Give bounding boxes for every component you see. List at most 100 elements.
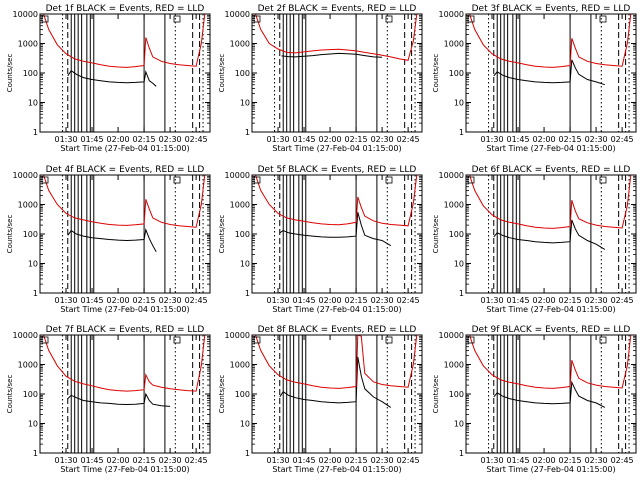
y-axis-label: Counts/sec	[432, 375, 440, 414]
plot-frame	[39, 174, 211, 294]
x-tick-label: 02:30	[159, 456, 182, 465]
y-tick-label: 1	[33, 289, 38, 298]
y-tick-label: 100	[235, 390, 250, 399]
x-tick-label: 01:30	[266, 296, 289, 305]
x-tick-label: 02:45	[611, 456, 634, 465]
x-tick-label: 02:15	[559, 456, 582, 465]
chart-panel-9: Det 9f BLACK = Events, RED = LLD 1 10 100 10…	[432, 325, 637, 474]
x-tick-label: 02:45	[397, 456, 420, 465]
y-tick-label: 100	[449, 69, 464, 78]
y-tick-label: 1000	[444, 201, 464, 210]
x-tick-label: 02:15	[345, 135, 368, 144]
corner-marker-right	[599, 176, 607, 184]
x-tick-label: 01:45	[81, 296, 104, 305]
chart-panel-2: Det 2f BLACK = Events, RED = LLD 1 10 100 10…	[218, 4, 423, 153]
x-tick-label: 01:30	[480, 135, 503, 144]
y-tick-label: 100	[235, 230, 250, 239]
corner-marker-right	[385, 176, 393, 184]
x-tick-label: 02:30	[159, 135, 182, 144]
x-tick-label: 02:30	[585, 296, 608, 305]
y-tick-label: 1000	[18, 201, 38, 210]
corner-marker-left	[467, 176, 475, 184]
y-tick-label: 10	[240, 99, 250, 108]
series-line-lld	[255, 14, 418, 61]
x-tick-label: 02:15	[133, 296, 156, 305]
x-tick-label: 02:00	[533, 135, 556, 144]
x-tick-label: 02:45	[185, 135, 208, 144]
x-axis-label: Start Time (27-Feb-04 01:15:00)	[486, 144, 615, 153]
x-tick-label: 01:45	[507, 456, 530, 465]
x-tick-label: 02:00	[319, 296, 342, 305]
plot-frame	[251, 13, 423, 133]
corner-marker-left	[41, 15, 49, 23]
y-tick-label: 100	[235, 69, 250, 78]
x-tick-label: 01:30	[54, 296, 77, 305]
y-tick-label: 1000	[230, 40, 250, 49]
x-tick-label: 02:00	[319, 135, 342, 144]
chart-title: Det 3f BLACK = Events, RED = LLD	[472, 4, 631, 14]
y-tick-label: 1	[459, 128, 464, 137]
y-axis-label: Counts/sec	[6, 54, 14, 93]
y-tick-label: 10	[454, 99, 464, 108]
x-tick-label: 02:30	[371, 456, 394, 465]
x-tick-label: 01:45	[293, 456, 316, 465]
y-tick-label: 10	[240, 420, 250, 429]
chart-panel-1: Det 1f BLACK = Events, RED = LLD 1 10 100 10…	[6, 4, 211, 153]
x-tick-label: 01:45	[293, 135, 316, 144]
x-tick-label: 02:15	[133, 135, 156, 144]
y-axis-label: Counts/sec	[432, 215, 440, 254]
y-tick-label: 10	[28, 420, 38, 429]
x-tick-label: 02:45	[397, 135, 420, 144]
corner-marker-right	[385, 336, 393, 344]
chart-title: Det 7f BLACK = Events, RED = LLD	[46, 325, 205, 335]
chart-panel-7: Det 7f BLACK = Events, RED = LLD 1 10 100 10…	[6, 325, 211, 474]
x-tick-label: 02:30	[585, 456, 608, 465]
y-tick-label: 100	[23, 69, 38, 78]
plot-frame	[465, 174, 637, 294]
chart-title: Det 8f BLACK = Events, RED = LLD	[258, 325, 417, 335]
plot-frame	[465, 334, 637, 454]
x-tick-label: 01:45	[507, 296, 530, 305]
y-tick-label: 1	[33, 449, 38, 458]
series-line-events	[67, 392, 171, 407]
x-tick-label: 01:30	[54, 135, 77, 144]
x-tick-label: 02:00	[533, 456, 556, 465]
chart-panel-4: Det 4f BLACK = Events, RED = LLD 1 10 100 10…	[6, 165, 211, 314]
series-line-lld	[43, 14, 206, 68]
series-line-lld	[255, 335, 418, 389]
x-tick-label: 01:45	[507, 135, 530, 144]
y-axis-label: Counts/sec	[6, 215, 14, 254]
x-axis-label: Start Time (27-Feb-04 01:15:00)	[272, 144, 401, 153]
y-tick-label: 10000	[225, 331, 250, 340]
x-tick-label: 01:30	[480, 296, 503, 305]
plot-frame	[251, 174, 423, 294]
x-tick-label: 02:15	[345, 296, 368, 305]
plot-frame	[465, 13, 637, 133]
x-tick-label: 02:30	[585, 135, 608, 144]
y-tick-label: 1	[245, 128, 250, 137]
y-tick-label: 10000	[225, 10, 250, 19]
plot-frame	[251, 334, 423, 454]
series-line-events	[67, 227, 157, 253]
corner-marker-left	[41, 336, 49, 344]
corner-marker-left	[253, 15, 261, 23]
x-axis-label: Start Time (27-Feb-04 01:15:00)	[60, 465, 189, 474]
corner-marker-right	[173, 176, 181, 184]
x-tick-label: 01:45	[81, 135, 104, 144]
plot-frame	[39, 13, 211, 133]
y-tick-label: 1000	[230, 201, 250, 210]
series-line-events	[67, 69, 157, 87]
x-axis-label: Start Time (27-Feb-04 01:15:00)	[272, 305, 401, 314]
y-axis-label: Counts/sec	[218, 215, 226, 254]
chart-title: Det 9f BLACK = Events, RED = LLD	[472, 325, 631, 335]
y-tick-label: 1	[459, 449, 464, 458]
y-tick-label: 1000	[444, 361, 464, 370]
series-line-events	[493, 59, 605, 86]
x-tick-label: 02:15	[345, 456, 368, 465]
series-line-events	[279, 212, 392, 247]
y-tick-label: 10	[28, 260, 38, 269]
x-tick-label: 02:45	[611, 296, 634, 305]
x-tick-label: 01:45	[81, 456, 104, 465]
x-tick-label: 02:00	[107, 296, 130, 305]
y-tick-label: 100	[23, 230, 38, 239]
